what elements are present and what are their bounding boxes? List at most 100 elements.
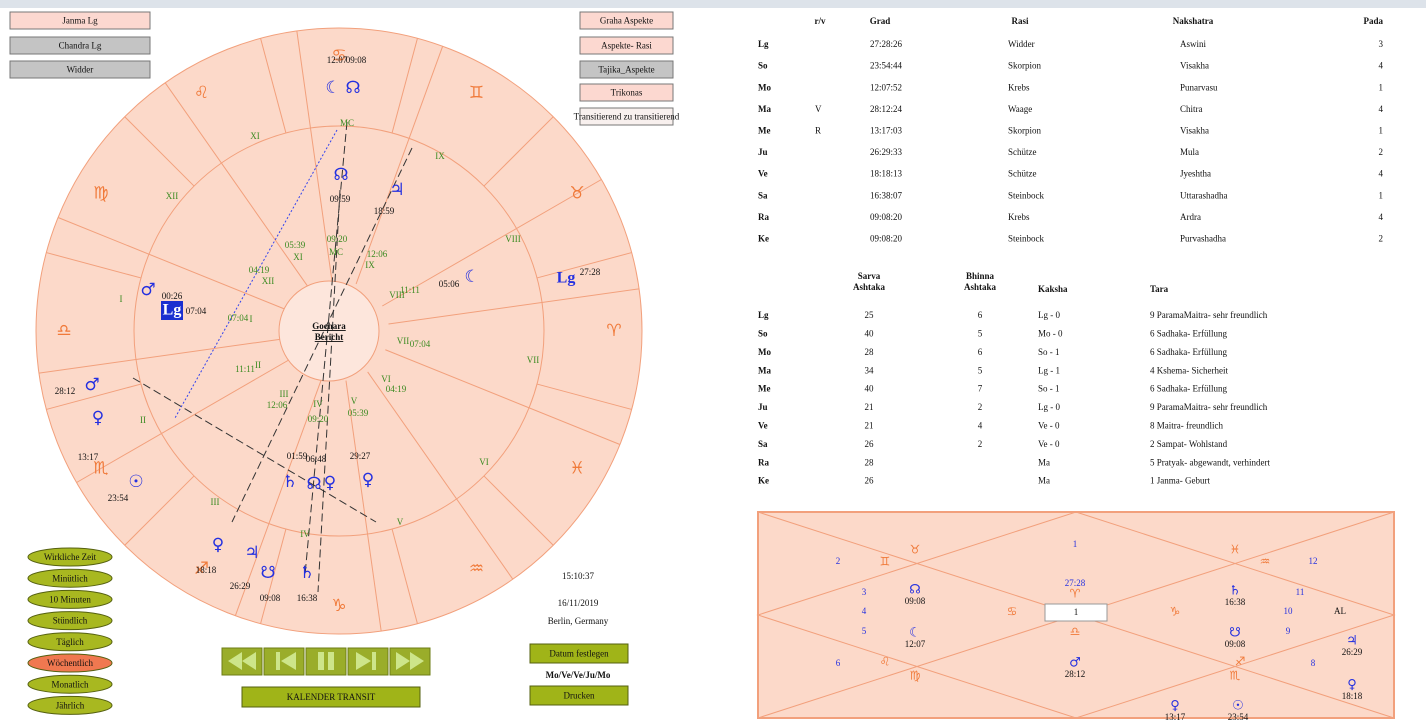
cell: Sa xyxy=(758,439,768,449)
zodiac-sign: ♍ xyxy=(93,184,108,204)
house-cusp xyxy=(388,288,640,325)
time-button-label: Täglich xyxy=(56,637,84,647)
time-button[interactable] xyxy=(27,547,113,567)
cell: 9 ParamaMaitra- sehr freundlich xyxy=(1150,310,1268,320)
cell: Skorpion xyxy=(1008,125,1042,135)
planet-degree: 09:59 xyxy=(330,194,351,204)
view-button[interactable] xyxy=(9,36,151,55)
cell: Schütze xyxy=(1008,169,1037,179)
table-header: Ashtaka xyxy=(853,282,886,292)
planet-degree: 28:12 xyxy=(1065,669,1086,679)
house-number: 10 xyxy=(1284,606,1294,616)
aspect-button[interactable] xyxy=(579,60,674,79)
cell: 28 xyxy=(865,347,875,357)
cell: 6 Sadhaka- Erfüllung xyxy=(1150,347,1227,357)
time-button[interactable] xyxy=(27,568,113,588)
sign-divider xyxy=(391,38,418,134)
sign-divider xyxy=(260,38,287,134)
time-button[interactable] xyxy=(27,611,113,631)
zodiac-sign: ♑ xyxy=(1170,605,1181,619)
cell: So - 1 xyxy=(1038,347,1060,357)
cell: 2 Sampat- Wohlstand xyxy=(1150,439,1228,449)
time-button[interactable] xyxy=(27,589,113,609)
cell: 4 xyxy=(1379,61,1384,71)
house-label: IV xyxy=(300,529,310,539)
cell: Krebs xyxy=(1008,82,1030,92)
house-label: 05:39 xyxy=(285,240,306,250)
aspect-button-label: Aspekte- Rasi xyxy=(601,41,652,51)
planet-symbol: ♄ xyxy=(299,563,314,583)
table-header: Grad xyxy=(870,16,891,26)
sign-divider xyxy=(46,252,142,279)
zodiac-sign: ♎ xyxy=(1070,625,1081,639)
house-number: 4 xyxy=(862,606,867,616)
ascendant-input-value: 1 xyxy=(1074,607,1079,617)
cell: 2 xyxy=(1379,147,1384,157)
house-cusp xyxy=(38,337,290,374)
cell: Ardra xyxy=(1180,212,1201,222)
zodiac-sign: ♈ xyxy=(1070,587,1081,601)
house-number: 11 xyxy=(1296,587,1305,597)
planet-degree: 12:07 xyxy=(905,639,926,649)
pause-button[interactable] xyxy=(305,647,347,676)
sign-divider xyxy=(124,116,195,187)
cell: 09:08:20 xyxy=(870,233,903,243)
house-number: 5 xyxy=(862,626,867,636)
cell: 25 xyxy=(865,310,875,320)
view-button-label: Janma Lg xyxy=(62,16,98,26)
planet-degree: 00:26 xyxy=(162,291,183,301)
cell: 3 xyxy=(1379,39,1384,49)
aspect-button[interactable] xyxy=(579,107,674,126)
cell: 4 xyxy=(1379,212,1384,222)
set-date-button[interactable] xyxy=(529,643,629,664)
set-date-button-label: Datum festlegen xyxy=(549,649,609,659)
cell: 9 ParamaMaitra- sehr freundlich xyxy=(1150,402,1268,412)
cell: Me xyxy=(758,125,771,135)
table-header: r/v xyxy=(815,16,826,26)
calendar-button[interactable] xyxy=(241,686,421,708)
zodiac-sign: ♋ xyxy=(331,46,346,66)
planet-degree: 13:17 xyxy=(78,452,99,462)
cell: 6 Sadhaka- Erfüllung xyxy=(1150,384,1227,394)
planet-symbol: ☉ xyxy=(1232,699,1244,714)
house-label: XII xyxy=(166,191,179,201)
zodiac-sign: ♑ xyxy=(331,596,346,616)
house-label: IV xyxy=(313,399,323,409)
view-button[interactable] xyxy=(9,11,151,30)
planet-degree: 05:06 xyxy=(439,279,460,289)
cell: 16:38:07 xyxy=(870,190,903,200)
cell: 12:07:52 xyxy=(870,82,902,92)
cell: Lg - 1 xyxy=(1038,365,1060,375)
time-button[interactable] xyxy=(27,653,113,673)
house-label: 11:11 xyxy=(400,285,420,295)
center-title: Gochara xyxy=(312,321,346,331)
house-label: V xyxy=(397,517,404,527)
time-button[interactable] xyxy=(27,632,113,652)
view-button[interactable] xyxy=(9,60,151,79)
time-button[interactable] xyxy=(27,695,113,715)
cell: Ma xyxy=(758,365,771,375)
calendar-button-label: KALENDER TRANSIT xyxy=(287,692,376,702)
house-label: II xyxy=(255,360,261,370)
ascendant-input[interactable] xyxy=(1044,603,1108,622)
planet-degree: 12:07 xyxy=(327,55,348,65)
planet-degree: 18:59 xyxy=(374,206,395,216)
table-header: Rasi xyxy=(1011,16,1029,26)
house-cusp xyxy=(382,179,602,307)
cell: 6 xyxy=(978,310,983,320)
planet-degree: 09:08 xyxy=(346,55,367,65)
house-label: 07:04 xyxy=(228,313,249,323)
time: 15:10:37 xyxy=(562,571,595,581)
aspect-button[interactable] xyxy=(579,36,674,55)
planet-symbol: ☾ xyxy=(909,626,921,641)
cell: 4 xyxy=(978,420,983,430)
time-button[interactable] xyxy=(27,674,113,694)
aspect-button-label: Tajika_Aspekte xyxy=(598,65,654,75)
planet-degree: 18:18 xyxy=(1342,691,1363,701)
sign-divider xyxy=(483,475,554,546)
aspect-button[interactable] xyxy=(579,11,674,30)
print-button[interactable] xyxy=(529,685,629,706)
aspect-lines xyxy=(132,121,413,593)
aspect-button[interactable] xyxy=(579,83,674,102)
